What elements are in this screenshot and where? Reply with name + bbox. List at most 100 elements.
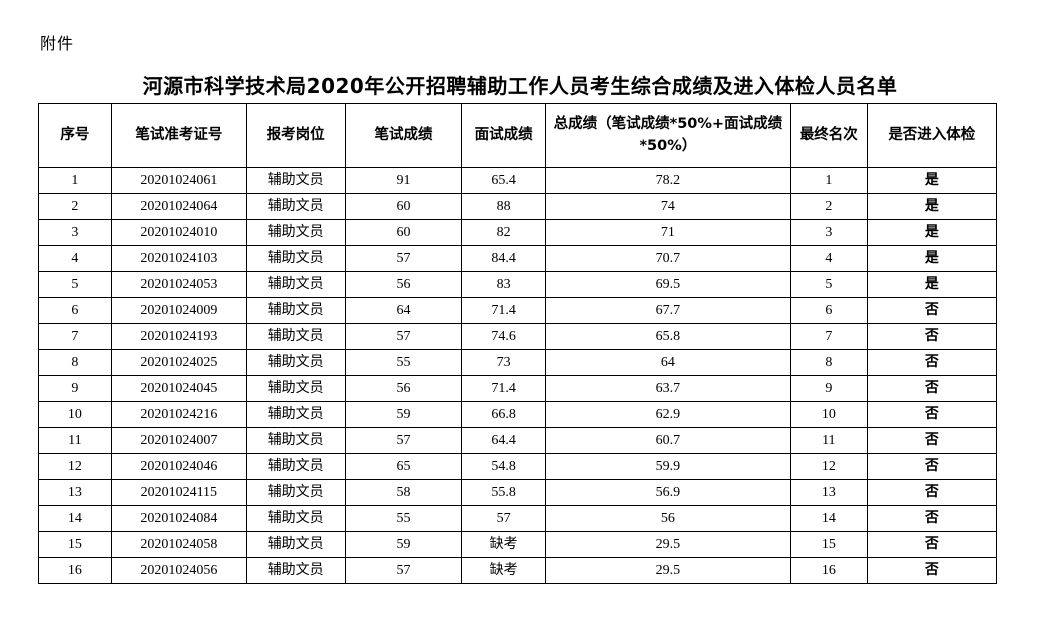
table-row: 4 20201024103 辅助文员 57 84.4 70.7 4 是	[38, 245, 998, 272]
table-cell: 12	[38, 453, 112, 480]
table-cell: 14	[38, 505, 112, 532]
table-cell: 16	[790, 557, 868, 584]
table-cell: 缺考	[461, 531, 546, 558]
table-cell: 1	[38, 167, 112, 194]
table-row: 7 20201024193 辅助文员 57 74.6 65.8 7 否	[38, 323, 998, 350]
table-cell: 11	[790, 427, 868, 454]
table-cell: 4	[790, 245, 868, 272]
table-cell: 65.8	[544, 323, 792, 350]
table-cell: 65.4	[461, 167, 546, 194]
table-cell: 否	[866, 349, 998, 376]
table-cell: 29.5	[544, 531, 792, 558]
table-cell: 20201024103	[110, 245, 247, 272]
table-cell: 10	[790, 401, 868, 428]
table-row: 14 20201024084 辅助文员 55 57 56 14 否	[38, 505, 998, 532]
table-cell: 29.5	[544, 557, 792, 584]
table-cell: 59.9	[544, 453, 792, 480]
table-cell: 7	[38, 323, 112, 350]
table-cell: 20201024084	[110, 505, 247, 532]
table-cell: 59	[344, 531, 463, 558]
table-cell: 62.9	[544, 401, 792, 428]
table-cell: 20201024010	[110, 219, 247, 246]
table-cell: 71	[544, 219, 792, 246]
table-cell: 57	[344, 323, 463, 350]
table-cell: 60	[344, 193, 463, 220]
table-cell: 20201024025	[110, 349, 247, 376]
table-header: 序号 笔试准考证号 报考岗位 笔试成绩 面试成绩 总成绩（笔试成绩*50%+面试…	[38, 103, 998, 168]
table-cell: 2	[790, 193, 868, 220]
table-cell: 是	[866, 219, 998, 246]
table-cell: 5	[790, 271, 868, 298]
table-cell: 83	[461, 271, 546, 298]
header-exam-ticket-no: 笔试准考证号	[110, 103, 247, 168]
table-cell: 20201024115	[110, 479, 247, 506]
table-cell: 否	[866, 531, 998, 558]
table-cell: 缺考	[461, 557, 546, 584]
table-cell: 63.7	[544, 375, 792, 402]
table-cell: 辅助文员	[245, 505, 346, 532]
table-cell: 否	[866, 479, 998, 506]
table-row: 15 20201024058 辅助文员 59 缺考 29.5 15 否	[38, 531, 998, 558]
table-cell: 74.6	[461, 323, 546, 350]
table-cell: 7	[790, 323, 868, 350]
table-row: 12 20201024046 辅助文员 65 54.8 59.9 12 否	[38, 453, 998, 480]
table-row: 3 20201024010 辅助文员 60 82 71 3 是	[38, 219, 998, 246]
table-cell: 69.5	[544, 271, 792, 298]
table-cell: 20201024046	[110, 453, 247, 480]
table-cell: 辅助文员	[245, 479, 346, 506]
table-cell: 辅助文员	[245, 557, 346, 584]
table-cell: 13	[38, 479, 112, 506]
table-row: 13 20201024115 辅助文员 58 55.8 56.9 13 否	[38, 479, 998, 506]
table-cell: 11	[38, 427, 112, 454]
table-cell: 64.4	[461, 427, 546, 454]
table-cell: 55	[344, 349, 463, 376]
table-cell: 67.7	[544, 297, 792, 324]
table-body: 1 20201024061 辅助文员 91 65.4 78.2 1 是 2 20201024064…	[38, 167, 998, 584]
table-cell: 10	[38, 401, 112, 428]
table-cell: 否	[866, 453, 998, 480]
table-cell: 1	[790, 167, 868, 194]
table-cell: 54.8	[461, 453, 546, 480]
table-cell: 65	[344, 453, 463, 480]
table-cell: 70.7	[544, 245, 792, 272]
table-row: 8 20201024025 辅助文员 55 73 64 8 否	[38, 349, 998, 376]
table-cell: 64	[544, 349, 792, 376]
table-cell: 88	[461, 193, 546, 220]
score-table: 序号 笔试准考证号 报考岗位 笔试成绩 面试成绩 总成绩（笔试成绩*50%+面试…	[38, 103, 998, 584]
table-cell: 辅助文员	[245, 193, 346, 220]
table-cell: 辅助文员	[245, 297, 346, 324]
header-interview-score: 面试成绩	[461, 103, 546, 168]
table-cell: 是	[866, 167, 998, 194]
table-cell: 3	[790, 219, 868, 246]
table-row: 11 20201024007 辅助文员 57 64.4 60.7 11 否	[38, 427, 998, 454]
table-cell: 60	[344, 219, 463, 246]
table-row: 6 20201024009 辅助文员 64 71.4 67.7 6 否	[38, 297, 998, 324]
table-row: 5 20201024053 辅助文员 56 83 69.5 5 是	[38, 271, 998, 298]
table-row: 1 20201024061 辅助文员 91 65.4 78.2 1 是	[38, 167, 998, 194]
table-cell: 否	[866, 401, 998, 428]
table-cell: 57	[344, 427, 463, 454]
table-cell: 73	[461, 349, 546, 376]
table-cell: 20201024193	[110, 323, 247, 350]
table-cell: 5	[38, 271, 112, 298]
table-cell: 辅助文员	[245, 427, 346, 454]
table-cell: 57	[344, 557, 463, 584]
table-cell: 91	[344, 167, 463, 194]
table-cell: 64	[344, 297, 463, 324]
table-cell: 6	[790, 297, 868, 324]
table-cell: 20201024009	[110, 297, 247, 324]
table-cell: 60.7	[544, 427, 792, 454]
header-enter-physical: 是否进入体检	[866, 103, 998, 168]
table-cell: 辅助文员	[245, 245, 346, 272]
table-cell: 56.9	[544, 479, 792, 506]
table-cell: 55	[344, 505, 463, 532]
header-row: 序号 笔试准考证号 报考岗位 笔试成绩 面试成绩 总成绩（笔试成绩*50%+面试…	[38, 103, 998, 168]
table-cell: 56	[544, 505, 792, 532]
table-cell: 12	[790, 453, 868, 480]
table-cell: 57	[344, 245, 463, 272]
table-cell: 辅助文员	[245, 349, 346, 376]
table-cell: 否	[866, 427, 998, 454]
table-cell: 58	[344, 479, 463, 506]
table-cell: 辅助文员	[245, 219, 346, 246]
table-cell: 3	[38, 219, 112, 246]
